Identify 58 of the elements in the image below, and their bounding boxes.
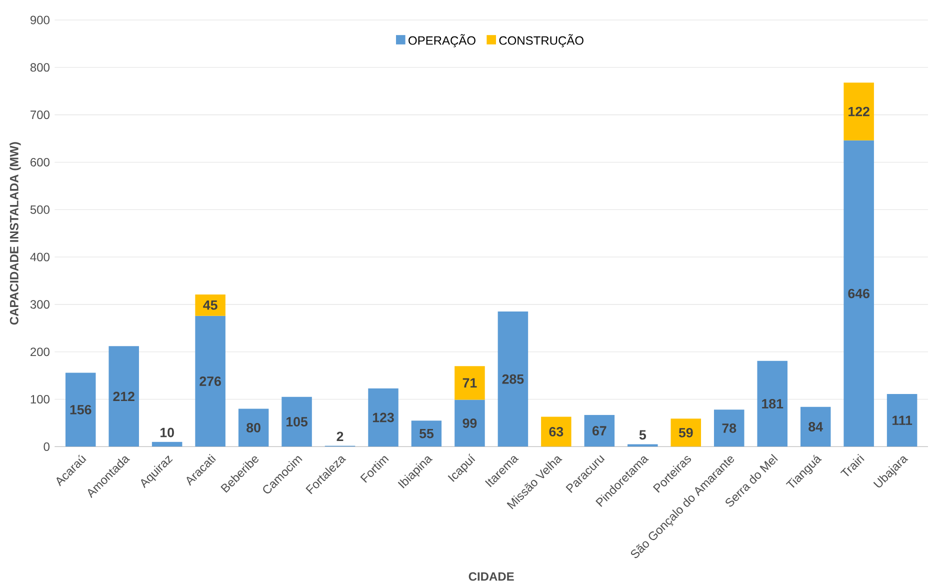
data-label: 5 [639,430,646,440]
data-label: 78 [722,423,736,433]
data-label: 71 [462,378,477,388]
bar [757,360,788,447]
bar [195,294,226,316]
y-tick-label: 800 [30,63,50,72]
bar [65,372,96,447]
data-label: 285 [502,374,524,384]
y-tick-label: 700 [30,110,50,120]
data-label: 10 [160,428,174,438]
bar [368,388,398,447]
bar [541,416,572,447]
bar [498,312,528,447]
data-label: 156 [70,404,92,414]
data-label: 111 [892,416,912,425]
data-label: 99 [462,418,477,428]
data-label: 122 [848,106,870,116]
data-label: 105 [286,417,308,426]
data-label: 212 [113,392,134,402]
data-label: 59 [678,428,693,438]
data-label: 646 [848,288,870,298]
y-tick-label: 200 [30,348,50,356]
legend-label: CONSTRUÇÃO [499,34,584,48]
bar [844,140,874,447]
bar [195,316,226,447]
bar [454,366,485,400]
data-label: 276 [200,376,221,386]
y-tick-label: 100 [30,394,50,404]
y-tick-label: 400 [30,252,50,262]
data-label: 181 [762,399,784,408]
data-label: 84 [808,422,823,432]
bar [282,396,312,447]
bar [844,82,874,140]
bar [152,442,182,447]
bar [714,410,744,447]
y-tick-label: 0 [44,442,50,451]
data-label: 123 [372,412,394,422]
bar [238,408,269,447]
data-label: 45 [203,300,218,310]
bar [886,394,918,447]
data-label: 2 [336,432,344,441]
legend-label: OPERAÇÃO [408,34,476,48]
data-label: 67 [592,426,606,436]
bar [454,400,485,447]
y-tick-label: 900 [30,16,50,24]
y-tick-label: 500 [30,205,50,214]
bar [584,414,615,447]
data-label: 63 [549,426,564,436]
bar [108,346,139,447]
y-axis-title: CAPACIDADE INSTALADA (MW) [10,142,21,325]
data-label: 55 [419,428,434,438]
data-label: 80 [246,422,260,432]
x-axis-title: CIDADE [468,572,514,581]
y-tick-label: 600 [30,158,50,166]
bar [411,420,442,447]
bar [670,418,702,447]
y-tick-label: 300 [30,300,50,309]
bar [800,406,831,447]
